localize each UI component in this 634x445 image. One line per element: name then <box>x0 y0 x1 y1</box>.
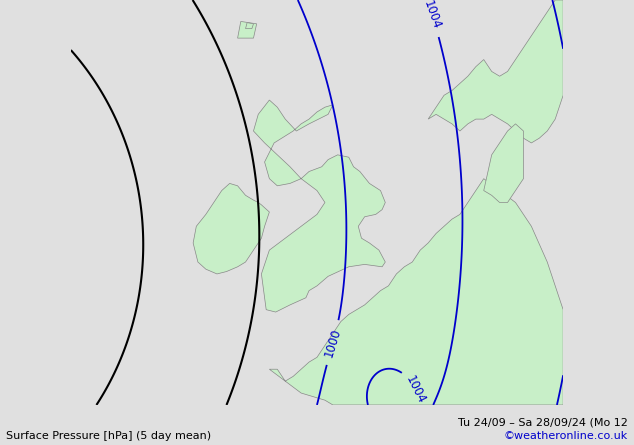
Polygon shape <box>269 178 563 405</box>
Polygon shape <box>238 21 257 38</box>
Polygon shape <box>193 183 269 274</box>
Polygon shape <box>484 124 524 202</box>
Text: Tu 24/09 – Sa 28/09/24 (Mo 12: Tu 24/09 – Sa 28/09/24 (Mo 12 <box>458 417 628 427</box>
Text: 1004: 1004 <box>403 374 427 406</box>
Text: 1004: 1004 <box>422 0 443 31</box>
Text: Surface Pressure [hPa] (5 day mean): Surface Pressure [hPa] (5 day mean) <box>6 431 212 441</box>
Polygon shape <box>254 100 385 312</box>
Text: ©weatheronline.co.uk: ©weatheronline.co.uk <box>503 431 628 441</box>
Polygon shape <box>428 0 563 143</box>
Polygon shape <box>245 23 254 28</box>
Text: 1000: 1000 <box>322 327 344 359</box>
